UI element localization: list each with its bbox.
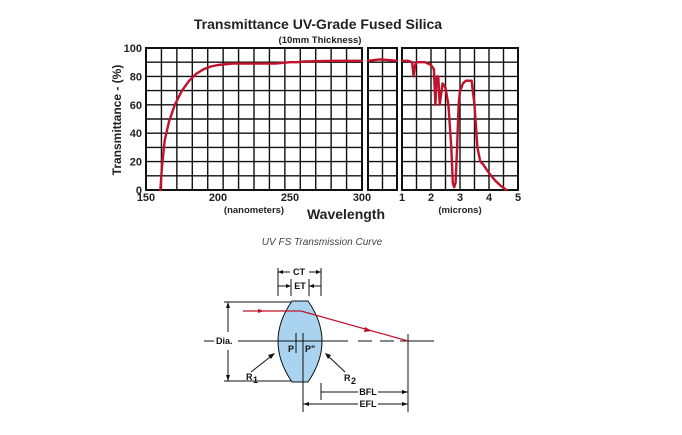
x-tick-label: 3 [457,192,463,204]
y-tick-label: 40 [130,128,142,140]
lens-diagram: CT ET Dia. P P" [204,267,434,412]
et-arrowhead-right [309,284,314,288]
x-unit-label: (nanometers) [224,205,284,216]
y-tick-label: 20 [130,157,142,169]
panel-2 [366,47,399,191]
x-tick-label: 2 [428,192,434,204]
x-tick-label: 5 [515,192,521,204]
y-tick-labels: 0 20 40 60 80 100 [124,43,142,197]
panel-frame [367,47,398,191]
chart-title: Transmittance UV-Grade Fused Silica [194,16,442,32]
p2-label: P" [305,344,315,354]
x-tick-label: 150 [137,192,155,204]
panel-3: 1 2 3 4 5 (microns) [399,47,521,216]
refracted-ray-arrow [364,327,372,332]
panel-frame [401,47,519,191]
y-tick-label: 100 [124,43,142,55]
y-tick-label: 60 [130,100,142,112]
r1-arrowhead [268,353,275,359]
r2-arrowhead [325,353,331,359]
y-tick-label: 80 [130,71,142,83]
series-line-panel-2 [366,58,399,62]
et-label: ET [294,281,306,291]
y-axis-label: Transmittance - (%) [110,65,124,176]
x-tick-label: 1 [399,192,405,204]
r2-subscript: 2 [351,376,356,386]
x-tick-label: 4 [486,192,493,204]
et-arrowhead-left [286,284,291,288]
chart-panels: 150 200 250 300 (nanometers) 1 2 3 4 5 (microns) [137,47,521,216]
dia-label: Dia. [216,336,233,346]
x-unit-label: (microns) [438,205,481,216]
panel-frame [145,47,363,191]
bfl-label: BFL [359,387,377,397]
dia-arrowhead-top [226,302,230,308]
incoming-ray-arrow [258,309,264,313]
x-tick-label: 200 [209,192,227,204]
x-axis-label: Wavelength [307,206,385,222]
efl-arrowhead-left [303,402,309,406]
chart-subtitle: (10mm Thickness) [279,35,362,46]
x-tick-label: 250 [281,192,299,204]
series-line-panel-1 [159,59,364,192]
p-label: P [288,344,294,354]
panel-1: 150 200 250 300 (nanometers) [137,47,371,216]
r1-subscript: 1 [253,375,258,385]
ct-arrowhead-left [278,270,283,274]
r2-label: R [344,373,351,383]
r1-label: R [246,372,253,382]
ct-arrowhead-right [316,270,321,274]
y-tick-label: 0 [136,185,142,197]
efl-label: EFL [360,399,378,409]
bfl-arrowhead [402,390,408,394]
x-tick-label: 300 [353,192,371,204]
figure-caption: UV FS Transmission Curve [262,237,383,248]
series-line-panel-3 [400,59,508,192]
efl-arrowhead-right [402,402,408,406]
ct-label: CT [293,267,305,277]
refracted-ray [300,310,409,342]
dia-arrowhead-bottom [226,375,230,381]
